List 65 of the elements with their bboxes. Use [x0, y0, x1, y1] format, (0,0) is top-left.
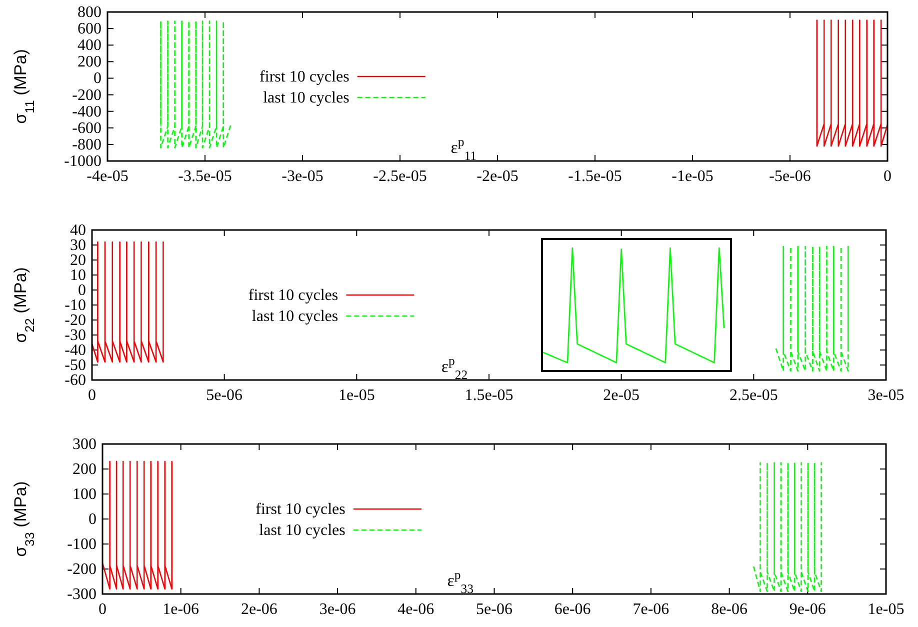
x-tick-label: 2e-06	[240, 601, 278, 618]
x-tick-label: -3e-05	[282, 168, 324, 185]
y-tick-label: 200	[72, 461, 96, 478]
legend-label: first 10 cycles	[248, 287, 338, 304]
y-tick-label: -200	[67, 561, 96, 578]
y-tick-label: -1000	[64, 153, 102, 170]
y-tick-label: -100	[67, 536, 96, 553]
y-tick-label: -50	[64, 357, 86, 374]
y-tick-label: 0	[88, 511, 96, 528]
y-tick-label: -200	[72, 86, 102, 104]
line-series	[91, 241, 164, 363]
x-tick-label: -3.5e-05	[178, 168, 232, 185]
x-tick-label: -5e-06	[769, 168, 811, 185]
x-tick-label: 8e-06	[711, 601, 748, 618]
y-tick-label: 20	[70, 252, 86, 269]
y-tick-label: -400	[72, 103, 102, 120]
y-tick-label: 30	[70, 237, 86, 254]
y-tick-label: -30	[64, 327, 86, 344]
y-tick-label: 10	[70, 267, 86, 284]
x-tick-label: 1e-05	[868, 601, 904, 618]
x-tick-label: 5e-06	[206, 387, 243, 404]
y-tick-label: 800	[78, 4, 102, 21]
y-tick-label: -600	[72, 120, 102, 137]
x-tick-label: 2e-05	[603, 387, 640, 404]
x-tick-label: 1e-06	[162, 601, 200, 618]
x-tick-label: 1.5e-05	[464, 387, 514, 404]
x-tick-label: 7e-06	[632, 601, 670, 618]
y-tick-label: -20	[64, 312, 86, 329]
y-tick-label: 0	[94, 70, 102, 88]
x-tick-label: 6e-06	[554, 601, 591, 618]
y-tick-label: 300	[72, 436, 96, 453]
y-tick-label: -800	[72, 136, 102, 154]
line-series	[775, 246, 849, 372]
legend-label: first 10 cycles	[260, 68, 350, 86]
y-tick-label: 0	[78, 282, 86, 299]
y-tick-label: 600	[78, 20, 102, 38]
line-series	[816, 20, 888, 147]
x-tick-label: 3e-06	[319, 601, 356, 618]
x-tick-label: -1e-05	[672, 168, 714, 185]
x-tick-label: 9e-06	[789, 601, 826, 618]
x-tick-label: -4e-05	[86, 168, 128, 185]
legend-label: last 10 cycles	[259, 522, 346, 539]
x-tick-label: 0	[884, 168, 892, 185]
x-tick-label: -1.5e-05	[568, 168, 622, 185]
y-tick-label: -60	[64, 372, 86, 389]
y-tick-label: -40	[64, 342, 86, 359]
x-tick-label: -2.5e-05	[373, 168, 427, 185]
x-tick-label: -2e-05	[476, 168, 518, 185]
legend-label: first 10 cycles	[256, 501, 346, 518]
y-tick-label: 400	[78, 37, 102, 54]
line-series	[160, 20, 232, 148]
line-series	[752, 462, 822, 592]
x-tick-label: 5e-06	[476, 601, 512, 618]
line-series	[102, 460, 172, 590]
y-tick-label: -10	[64, 297, 86, 314]
x-tick-label: 4e-06	[398, 601, 434, 618]
x-tick-label: 1e-05	[338, 387, 375, 404]
y-tick-label: 40	[70, 222, 86, 239]
y-tick-label: -300	[67, 586, 96, 603]
x-tick-label: 2.5e-05	[729, 387, 778, 404]
legend-label: last 10 cycles	[252, 308, 338, 325]
x-tick-label: 3e-05	[868, 387, 904, 404]
y-tick-label: 200	[78, 54, 102, 71]
legend-label: last 10 cycles	[263, 90, 350, 106]
y-tick-label: 100	[72, 486, 96, 503]
